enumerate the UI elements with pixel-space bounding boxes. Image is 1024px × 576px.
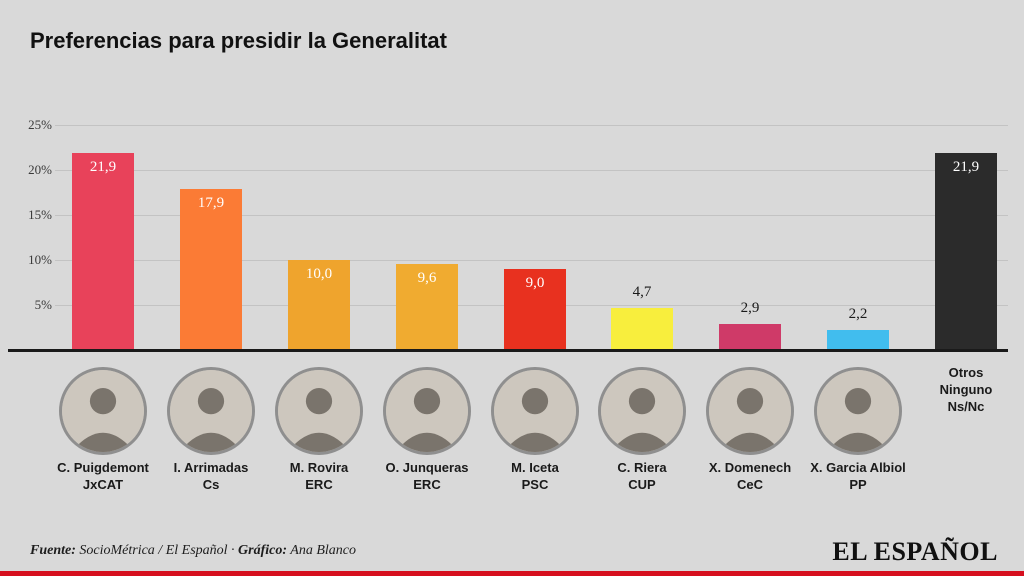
bar-value-i-arrimadas: 17,9 [197, 195, 225, 211]
party-name: JxCAT [82, 477, 124, 492]
y-tick-label-10%: 10% [28, 252, 52, 267]
el-espanol-logo: EL ESPAÑOL [832, 537, 998, 566]
avatar-c-puigdemont [59, 367, 147, 455]
party-name: CUP [628, 477, 656, 492]
bar-value-m-rovira: 10,0 [305, 266, 333, 282]
bar-c-riera [611, 308, 673, 350]
page-title: Preferencias para presidir la Generalita… [30, 28, 447, 53]
y-tick-label-20%: 20% [28, 162, 52, 177]
bar-value-x-domenech: 2,9 [740, 300, 760, 316]
party-name: CeC [736, 477, 763, 492]
credit-text: Ana Blanco [287, 543, 357, 558]
bar-value-c-puigdemont: 21,9 [89, 159, 117, 175]
bar-value-c-riera: 4,7 [632, 284, 652, 300]
credit-label: Gráfico: [238, 543, 288, 558]
person-silhouette-icon [170, 370, 252, 452]
bar-x-garcia-albiol [827, 330, 889, 350]
category-label-otros-ninguno-ns-nc: Otros Ninguno Ns/Nc [896, 364, 1024, 415]
person-silhouette-icon [62, 370, 144, 452]
candidate-name: X. Garcia Albiol [810, 460, 906, 475]
source-text: SocioMétrica / El Español · [75, 543, 239, 558]
y-tick-label-25%: 25% [28, 117, 52, 132]
party-name: Cs [202, 477, 220, 492]
category-label-i-arrimadas: I. Arrimadas Cs [141, 459, 281, 493]
source-label: Fuente: [30, 543, 76, 558]
bar-value-m-iceta: 9,0 [525, 275, 545, 291]
gridline-15% [55, 215, 1008, 216]
bar-o-junqueras [396, 264, 458, 350]
bar-m-iceta [504, 269, 566, 350]
person-silhouette-icon [494, 370, 576, 452]
bar-i-arrimadas [180, 189, 242, 350]
party-name: PP [849, 477, 867, 492]
person-silhouette-icon [817, 370, 899, 452]
category-line: Otros [948, 365, 984, 380]
avatar-o-junqueras [383, 367, 471, 455]
x-axis-line [8, 349, 1008, 352]
category-line: Ns/Nc [947, 399, 985, 414]
candidate-name: C. Riera [617, 460, 667, 475]
bar-c-puigdemont [72, 153, 134, 350]
bar-otros [935, 153, 997, 350]
candidate-name: X. Domenech [708, 460, 792, 475]
category-label-c-puigdemont: C. Puigdemont JxCAT [33, 459, 173, 493]
avatar-c-riera [598, 367, 686, 455]
candidate-name: C. Puigdemont [57, 460, 149, 475]
category-label-x-garcia-albiol: X. Garcia Albiol PP [788, 459, 928, 493]
candidate-name: M. Rovira [289, 460, 349, 475]
gridline-10% [55, 260, 1008, 261]
avatar-i-arrimadas [167, 367, 255, 455]
avatar-x-domenech [706, 367, 794, 455]
bar-value-o-junqueras: 9,6 [417, 270, 437, 286]
bar-x-domenech [719, 324, 781, 350]
gridline-20% [55, 170, 1008, 171]
bar-value-otros: 21,9 [952, 159, 980, 175]
gridline-25% [55, 125, 1008, 126]
y-tick-label-15%: 15% [28, 207, 52, 222]
avatar-m-rovira [275, 367, 363, 455]
party-name: PSC [521, 477, 549, 492]
party-name: ERC [413, 477, 441, 492]
avatar-x-garcia-albiol [814, 367, 902, 455]
person-silhouette-icon [709, 370, 791, 452]
category-label-x-domenech: X. Domenech CeC [680, 459, 820, 493]
person-silhouette-icon [278, 370, 360, 452]
category-label-c-riera: C. Riera CUP [572, 459, 712, 493]
candidate-name: O. Junqueras [385, 460, 469, 475]
category-label-m-rovira: M. Rovira ERC [249, 459, 389, 493]
candidate-name: M. Iceta [511, 460, 559, 475]
source-credit-line: Fuente: SocioMétrica / El Español · Gráf… [30, 543, 356, 559]
y-tick-label-5%: 5% [34, 297, 52, 312]
bar-value-x-garcia-albiol: 2,2 [848, 306, 868, 322]
category-label-m-iceta: M. Iceta PSC [465, 459, 605, 493]
bar-m-rovira [288, 260, 350, 350]
category-line: Ninguno [939, 382, 993, 397]
category-label-o-junqueras: O. Junqueras ERC [357, 459, 497, 493]
candidate-name: I. Arrimadas [173, 460, 249, 475]
brand-red-strip [0, 571, 1024, 576]
party-name: ERC [305, 477, 333, 492]
person-silhouette-icon [386, 370, 468, 452]
person-silhouette-icon [601, 370, 683, 452]
avatar-m-iceta [491, 367, 579, 455]
